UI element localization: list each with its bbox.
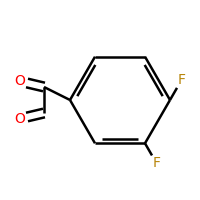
- Text: O: O: [14, 112, 25, 126]
- Text: O: O: [14, 74, 25, 88]
- Text: F: F: [153, 156, 161, 170]
- Text: F: F: [178, 73, 186, 87]
